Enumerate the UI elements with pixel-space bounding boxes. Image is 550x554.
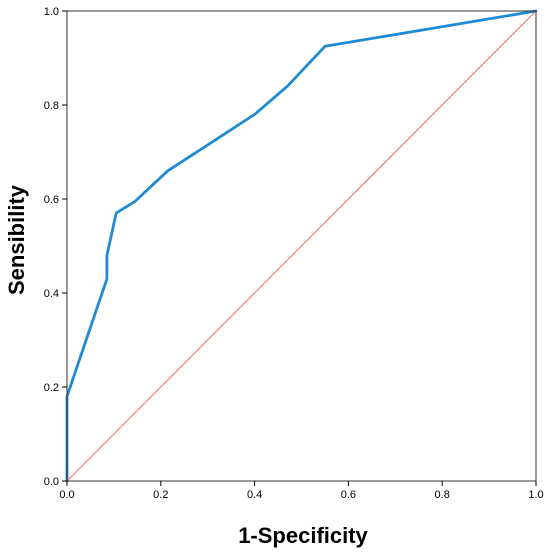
series-layer [65, 9, 538, 483]
x-tick-label: 0.6 [341, 489, 356, 501]
x-axis: 0.0 0.2 0.4 0.6 0.8 1.0 [59, 481, 544, 501]
x-tick-label: 0.2 [153, 489, 168, 501]
y-tick-label: 1.0 [44, 6, 59, 18]
roc-curve-line [65, 9, 538, 483]
y-tick-label: 0.4 [44, 288, 59, 300]
x-axis-title: 1-Specificity [238, 523, 368, 548]
y-axis-title: Sensibility [4, 184, 29, 295]
x-tick-label: 0.4 [247, 489, 262, 501]
reference-diagonal-line [66, 10, 537, 482]
y-tick-label: 0.2 [44, 382, 59, 394]
x-tick-label: 0.8 [435, 489, 450, 501]
y-tick-label: 0.0 [44, 476, 59, 488]
y-tick-label: 0.6 [44, 194, 59, 206]
x-tick-label: 0.0 [59, 489, 74, 501]
y-tick-label: 0.8 [44, 100, 59, 112]
y-axis: 0.0 0.2 0.4 0.6 0.8 1.0 [44, 6, 67, 488]
plot-frame [66, 10, 537, 482]
x-tick-label: 1.0 [528, 489, 543, 501]
